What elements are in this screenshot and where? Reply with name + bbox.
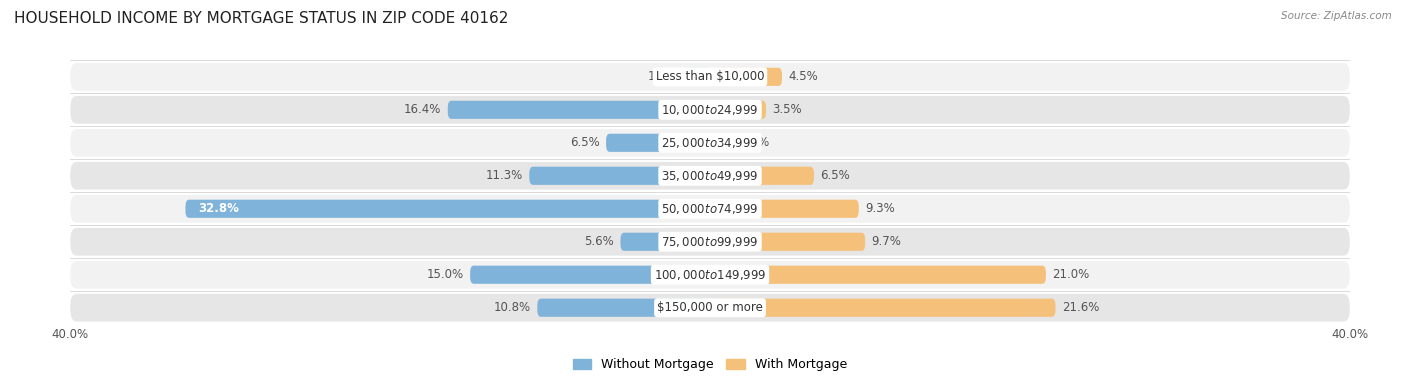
Text: 21.6%: 21.6% bbox=[1062, 301, 1099, 314]
Text: 10.8%: 10.8% bbox=[494, 301, 531, 314]
FancyBboxPatch shape bbox=[685, 68, 710, 86]
Text: 21.0%: 21.0% bbox=[1052, 268, 1090, 281]
Text: $10,000 to $24,999: $10,000 to $24,999 bbox=[661, 103, 759, 117]
FancyBboxPatch shape bbox=[447, 101, 710, 119]
FancyBboxPatch shape bbox=[710, 200, 859, 218]
Text: 4.5%: 4.5% bbox=[789, 70, 818, 83]
Text: 9.7%: 9.7% bbox=[872, 235, 901, 248]
Text: 6.5%: 6.5% bbox=[569, 136, 600, 149]
Text: 15.0%: 15.0% bbox=[426, 268, 464, 281]
Text: $25,000 to $34,999: $25,000 to $34,999 bbox=[661, 136, 759, 150]
FancyBboxPatch shape bbox=[529, 167, 710, 185]
Legend: Without Mortgage, With Mortgage: Without Mortgage, With Mortgage bbox=[568, 353, 852, 376]
Text: $100,000 to $149,999: $100,000 to $149,999 bbox=[654, 268, 766, 282]
FancyBboxPatch shape bbox=[710, 299, 1056, 317]
FancyBboxPatch shape bbox=[186, 200, 710, 218]
FancyBboxPatch shape bbox=[70, 63, 1350, 91]
Text: 11.3%: 11.3% bbox=[485, 169, 523, 182]
FancyBboxPatch shape bbox=[470, 266, 710, 284]
FancyBboxPatch shape bbox=[710, 134, 725, 152]
FancyBboxPatch shape bbox=[70, 129, 1350, 157]
Text: 3.5%: 3.5% bbox=[772, 103, 801, 116]
FancyBboxPatch shape bbox=[70, 228, 1350, 256]
FancyBboxPatch shape bbox=[70, 162, 1350, 190]
Text: $150,000 or more: $150,000 or more bbox=[657, 301, 763, 314]
Text: Source: ZipAtlas.com: Source: ZipAtlas.com bbox=[1281, 11, 1392, 21]
FancyBboxPatch shape bbox=[537, 299, 710, 317]
FancyBboxPatch shape bbox=[70, 261, 1350, 289]
FancyBboxPatch shape bbox=[710, 233, 865, 251]
Text: 9.3%: 9.3% bbox=[865, 202, 894, 215]
FancyBboxPatch shape bbox=[620, 233, 710, 251]
Text: $35,000 to $49,999: $35,000 to $49,999 bbox=[661, 169, 759, 183]
Text: Less than $10,000: Less than $10,000 bbox=[655, 70, 765, 83]
Text: $50,000 to $74,999: $50,000 to $74,999 bbox=[661, 202, 759, 216]
Text: 1.6%: 1.6% bbox=[648, 70, 678, 83]
Text: 0.96%: 0.96% bbox=[731, 136, 769, 149]
FancyBboxPatch shape bbox=[710, 266, 1046, 284]
FancyBboxPatch shape bbox=[70, 195, 1350, 222]
Text: 32.8%: 32.8% bbox=[198, 202, 239, 215]
Text: HOUSEHOLD INCOME BY MORTGAGE STATUS IN ZIP CODE 40162: HOUSEHOLD INCOME BY MORTGAGE STATUS IN Z… bbox=[14, 11, 509, 26]
FancyBboxPatch shape bbox=[710, 68, 782, 86]
FancyBboxPatch shape bbox=[606, 134, 710, 152]
FancyBboxPatch shape bbox=[70, 294, 1350, 322]
FancyBboxPatch shape bbox=[70, 96, 1350, 124]
Text: 16.4%: 16.4% bbox=[404, 103, 441, 116]
Text: 5.6%: 5.6% bbox=[585, 235, 614, 248]
FancyBboxPatch shape bbox=[710, 101, 766, 119]
Text: 6.5%: 6.5% bbox=[820, 169, 851, 182]
FancyBboxPatch shape bbox=[710, 167, 814, 185]
Text: $75,000 to $99,999: $75,000 to $99,999 bbox=[661, 235, 759, 249]
